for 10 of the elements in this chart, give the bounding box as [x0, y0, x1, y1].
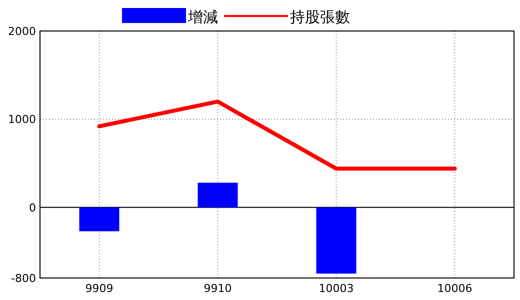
- y-tick-label: 0: [29, 201, 36, 214]
- x-tick-label: 9909: [85, 282, 114, 295]
- legend-label: 增減: [187, 8, 218, 26]
- legend-label: 持股張數: [290, 8, 350, 26]
- x-tick-label: 10003: [318, 282, 354, 295]
- x-tick-label: 10006: [437, 282, 472, 295]
- x-tick-label: 9910: [204, 282, 232, 295]
- y-tick-label: -800: [11, 272, 36, 285]
- y-tick-label: 2000: [8, 25, 36, 38]
- y-tick-label: 1000: [8, 113, 36, 126]
